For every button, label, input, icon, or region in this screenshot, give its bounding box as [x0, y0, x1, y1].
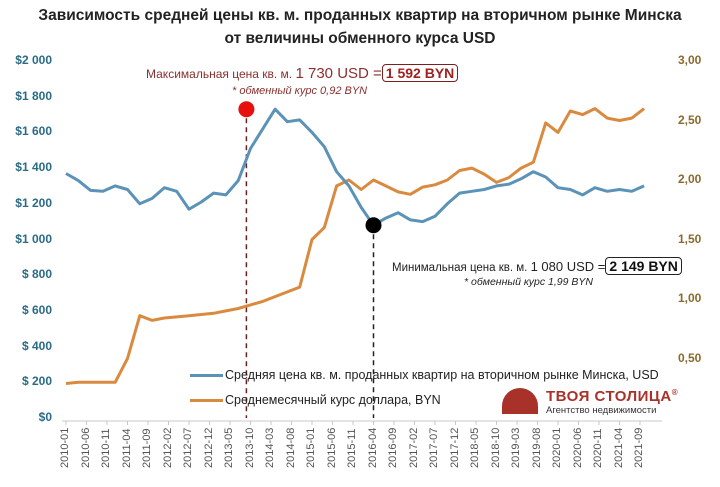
min-point-marker: [365, 217, 382, 234]
left-tick-label: $ 600: [21, 302, 52, 317]
right-tick-label: 2,00: [678, 172, 702, 186]
rate-series-line: [65, 107, 646, 385]
left-tick-label: $1 600: [15, 124, 52, 139]
left-tick-label: $0: [38, 410, 52, 424]
agency-logo: ТВОЯ СТОЛИЦА® Агентство недвижимости: [502, 385, 678, 416]
legend-swatch-rate: [190, 398, 223, 402]
left-tick-label: $1 800: [15, 88, 52, 103]
right-tick-label: 3,00: [678, 53, 702, 67]
min-prefix: Минимальная цена кв. м.: [392, 262, 528, 274]
right-tick-label: 0,50: [678, 350, 702, 365]
left-tick-label: $ 800: [21, 267, 52, 282]
chart-title-line2: от величины обменного курса USD: [224, 30, 496, 47]
left-tick-label: $ 400: [21, 338, 52, 353]
left-tick-label: $1 400: [15, 160, 52, 175]
price-series-line: [65, 107, 645, 227]
max-annotation: Максимальная цена кв. м. 1 730 USD = 1 59…: [146, 64, 459, 82]
legend-label-rate: Среднемесячный курс доллара, BYN: [225, 393, 441, 407]
min-usd: 1 080 USD =: [530, 259, 606, 274]
right-tick-label: 2,50: [678, 112, 702, 127]
max-byn-box: 1 592 BYN: [381, 64, 459, 82]
chart-title-line1: Зависимость средней цены кв. м. проданны…: [38, 7, 682, 24]
left-tick-label: $2 000: [15, 53, 52, 67]
min-annotation: Минимальная цена кв. м. 1 080 USD = 2 149…: [392, 257, 682, 275]
min-byn-box: 2 149 BYN: [605, 257, 682, 275]
left-tick-label: $1 000: [15, 231, 52, 246]
right-tick-label: 1,50: [678, 231, 702, 246]
legend-label-price: Средняя цена кв. м. проданных квартир на…: [225, 368, 659, 382]
min-rate-note: * обменный курс 1,99 BYN: [464, 276, 593, 288]
right-tick-label: 1,00: [678, 291, 702, 305]
building-logo-icon: [502, 387, 538, 414]
logo-registered: ®: [671, 388, 679, 397]
logo-name: ТВОЯ СТОЛИЦА: [546, 388, 672, 405]
legend-item-rate: Среднемесячный курс доллара, BYN: [190, 393, 441, 407]
left-tick-label: $ 200: [21, 374, 52, 389]
legend-item-price: Средняя цена кв. м. проданных квартир на…: [190, 368, 659, 382]
max-point-marker: [238, 101, 255, 118]
legend-swatch-price: [190, 373, 223, 377]
max-rate-note: * обменный курс 0,92 BYN: [232, 85, 368, 97]
max-usd: 1 730 USD =: [295, 65, 382, 82]
chart-title: Зависимость средней цены кв. м. проданны…: [0, 4, 720, 50]
left-tick-label: $1 200: [15, 195, 52, 210]
x-axis-line: [62, 420, 662, 425]
max-prefix: Максимальная цена кв. м.: [146, 67, 293, 81]
logo-subtitle: Агентство недвижимости: [546, 405, 657, 416]
